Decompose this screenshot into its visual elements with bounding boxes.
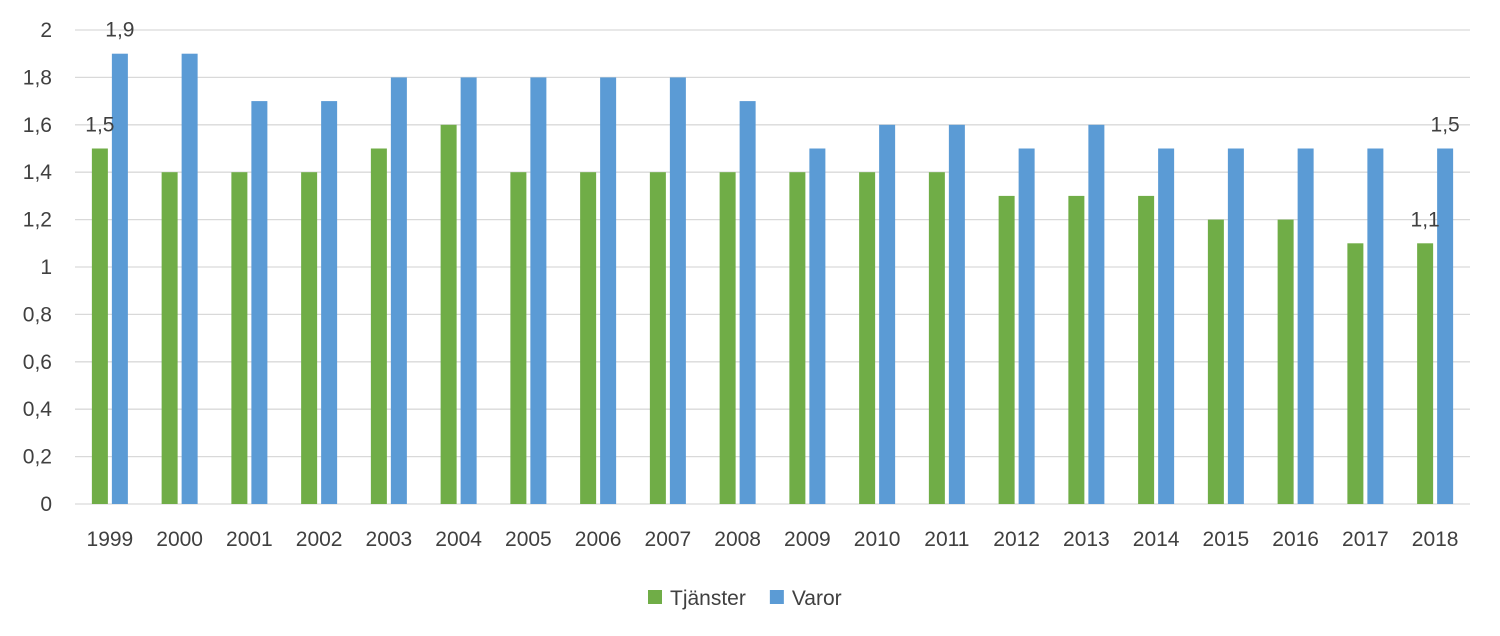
y-axis-tick-labels: 0 0,2 0,4 0,6 0,8 1 1,2 1,4 1,6 1,8 2 bbox=[23, 19, 53, 516]
bar-tj-nster-2003 bbox=[370, 148, 387, 504]
legend: Tjänster Varor bbox=[648, 587, 842, 610]
bar-tj-nster-2005 bbox=[510, 172, 527, 504]
bar-tj-nster-2002 bbox=[301, 172, 318, 504]
y-tick-label: 2 bbox=[40, 19, 52, 42]
bar-varor-2002 bbox=[321, 101, 338, 504]
bar-tj-nster-2006 bbox=[580, 172, 597, 504]
bar-varor-2004 bbox=[460, 77, 477, 505]
x-tick-label: 2009 bbox=[784, 528, 831, 551]
bar-tj-nster-2010 bbox=[859, 172, 876, 504]
bar-varor-1999 bbox=[111, 53, 128, 504]
bar-tj-nster-2018 bbox=[1417, 243, 1434, 505]
bar-varor-2017 bbox=[1367, 148, 1384, 504]
bar-tj-nster-2011 bbox=[928, 172, 945, 504]
y-tick-label: 0,4 bbox=[23, 398, 53, 421]
x-tick-label: 2004 bbox=[435, 528, 482, 551]
data-label: 1,1 bbox=[1411, 208, 1440, 231]
x-tick-label: 2008 bbox=[714, 528, 761, 551]
x-tick-label: 2000 bbox=[156, 528, 203, 551]
y-tick-label: 0,2 bbox=[23, 446, 52, 469]
bar-varor-2005 bbox=[530, 77, 547, 505]
data-label: 1,5 bbox=[1431, 114, 1460, 137]
bar-tj-nster-2004 bbox=[440, 124, 457, 505]
x-tick-label: 2017 bbox=[1342, 528, 1389, 551]
bar-tj-nster-2007 bbox=[649, 172, 666, 504]
y-tick-label: 0 bbox=[40, 493, 52, 516]
x-axis-tick-labels: 1999 2000 2001 2002 2003 2004 2005 2006 2007 2008… bbox=[87, 528, 1459, 551]
x-tick-label: 2011 bbox=[924, 528, 969, 551]
bar-varor-2014 bbox=[1158, 148, 1175, 504]
x-tick-label: 2005 bbox=[505, 528, 552, 551]
bar-varor-2001 bbox=[251, 101, 268, 504]
x-tick-label: 2012 bbox=[993, 528, 1040, 551]
bar-varor-2013 bbox=[1088, 124, 1105, 505]
bar-varor-2009 bbox=[809, 148, 826, 504]
x-tick-label: 2014 bbox=[1133, 528, 1180, 551]
bar-varor-2011 bbox=[948, 124, 965, 505]
bar-tj-nster-2008 bbox=[719, 172, 736, 504]
y-tick-label: 1,8 bbox=[23, 66, 52, 89]
bars bbox=[91, 53, 1454, 505]
legend-swatch bbox=[769, 590, 784, 604]
data-label: 1,5 bbox=[85, 114, 114, 137]
x-tick-label: 2007 bbox=[645, 528, 692, 551]
bar-varor-2008 bbox=[739, 101, 756, 504]
bar-tj-nster-2014 bbox=[1138, 195, 1155, 504]
bar-tj-nster-1999 bbox=[91, 148, 108, 504]
bar-tj-nster-2012 bbox=[998, 195, 1015, 504]
y-tick-label: 1,2 bbox=[23, 209, 52, 232]
y-tick-label: 0,6 bbox=[23, 351, 52, 374]
y-tick-label: 1,4 bbox=[23, 161, 53, 184]
bar-varor-2012 bbox=[1018, 148, 1035, 504]
x-tick-label: 2018 bbox=[1412, 528, 1459, 551]
y-tick-label: 1,6 bbox=[23, 114, 52, 137]
bar-tj-nster-2015 bbox=[1207, 219, 1224, 504]
bar-tj-nster-2000 bbox=[161, 172, 178, 504]
bar-varor-2000 bbox=[181, 53, 198, 504]
bar-varor-2016 bbox=[1297, 148, 1314, 504]
legend-label: Tjänster bbox=[670, 587, 746, 610]
bar-varor-2015 bbox=[1227, 148, 1244, 504]
gridlines bbox=[75, 29, 1470, 505]
x-tick-label: 2016 bbox=[1272, 528, 1319, 551]
bar-tj-nster-2013 bbox=[1068, 195, 1085, 504]
bar-varor-2007 bbox=[669, 77, 686, 505]
y-tick-label: 1 bbox=[40, 256, 52, 279]
bar-varor-2003 bbox=[390, 77, 407, 505]
bar-varor-2018 bbox=[1437, 148, 1454, 504]
x-tick-label: 2015 bbox=[1203, 528, 1250, 551]
x-tick-label: 2013 bbox=[1063, 528, 1110, 551]
bar-tj-nster-2009 bbox=[789, 172, 806, 504]
data-labels: 1,5 1,9 1,1 1,5 bbox=[85, 19, 1459, 232]
y-tick-label: 0,8 bbox=[23, 303, 52, 326]
bar-tj-nster-2017 bbox=[1347, 243, 1364, 505]
data-label: 1,9 bbox=[105, 19, 134, 42]
bar-tj-nster-2016 bbox=[1277, 219, 1294, 504]
x-tick-label: 2002 bbox=[296, 528, 343, 551]
bar-varor-2006 bbox=[600, 77, 617, 505]
x-tick-label: 2006 bbox=[575, 528, 622, 551]
bar-tj-nster-2001 bbox=[231, 172, 248, 504]
x-tick-label: 2001 bbox=[226, 528, 273, 551]
legend-label: Varor bbox=[792, 587, 842, 610]
bar-varor-2010 bbox=[879, 124, 896, 505]
x-tick-label: 2010 bbox=[854, 528, 901, 551]
legend-swatch bbox=[648, 590, 662, 604]
x-tick-label: 2003 bbox=[366, 528, 413, 551]
x-tick-label: 1999 bbox=[87, 528, 134, 551]
